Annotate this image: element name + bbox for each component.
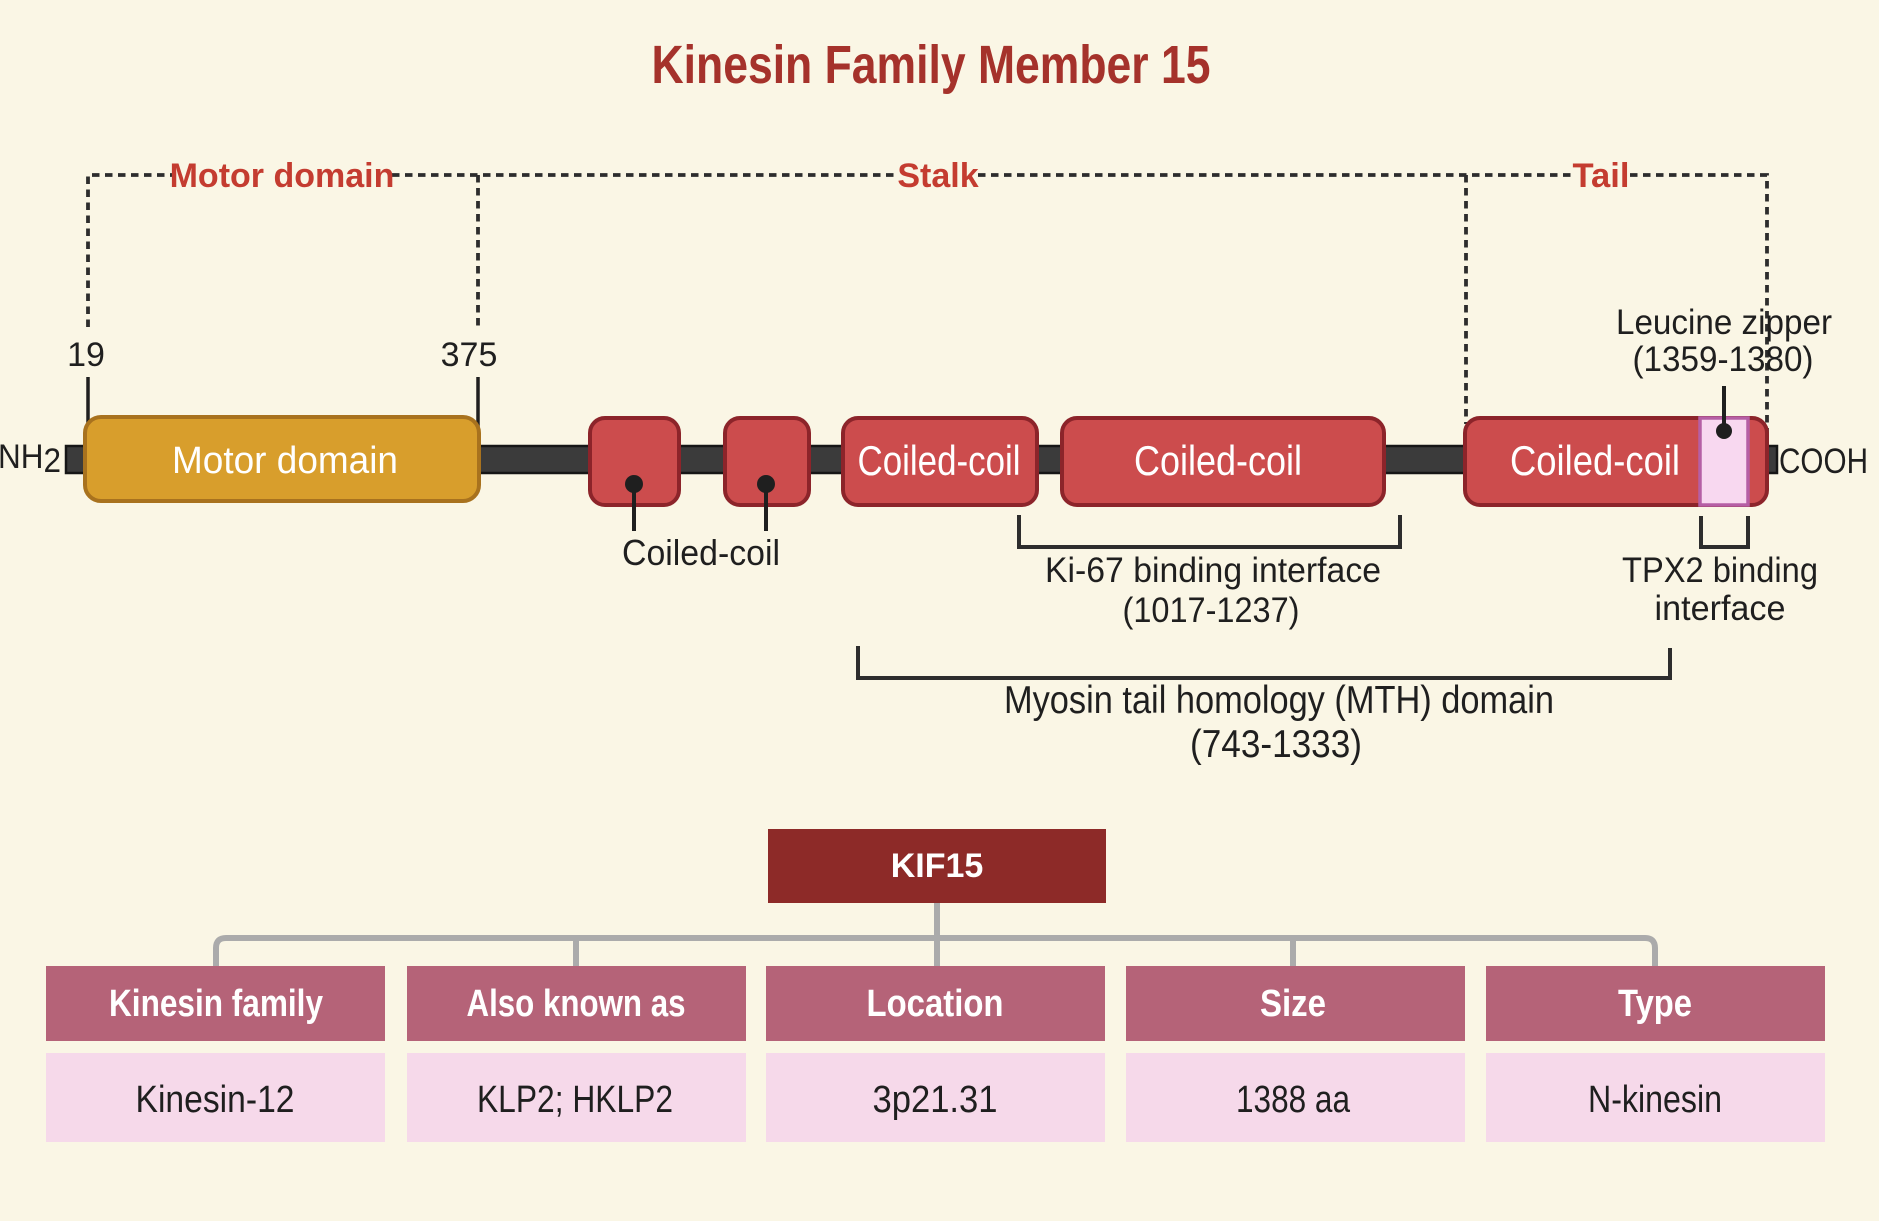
svg-text:TPX2 binding: TPX2 binding	[1622, 551, 1818, 590]
svg-text:Location: Location	[867, 983, 1004, 1025]
svg-text:Motor domain: Motor domain	[170, 157, 395, 195]
svg-text:1388 aa: 1388 aa	[1236, 1079, 1351, 1121]
svg-text:3p21.31: 3p21.31	[873, 1079, 998, 1121]
svg-text:KIF15: KIF15	[891, 847, 984, 885]
svg-text:Coiled-coil: Coiled-coil	[622, 532, 780, 573]
svg-text:Ki-67 binding interface: Ki-67 binding interface	[1045, 551, 1381, 590]
svg-text:Coiled-coil: Coiled-coil	[858, 437, 1021, 484]
svg-text:COOH: COOH	[1779, 442, 1868, 481]
svg-text:Type: Type	[1618, 983, 1692, 1025]
svg-text:N-kinesin: N-kinesin	[1588, 1079, 1722, 1121]
svg-text:interface: interface	[1655, 589, 1786, 628]
svg-text:Coiled-coil: Coiled-coil	[1510, 437, 1680, 484]
svg-text:NH2: NH2	[0, 438, 61, 480]
svg-text:375: 375	[441, 336, 498, 374]
svg-text:Kinesin Family Member 15: Kinesin Family Member 15	[652, 35, 1211, 95]
svg-text:Leucine zipper: Leucine zipper	[1616, 303, 1832, 342]
svg-text:Myosin tail homology (MTH) dom: Myosin tail homology (MTH) domain	[1004, 679, 1554, 722]
svg-text:(1017-1237): (1017-1237)	[1123, 591, 1300, 630]
svg-text:Kinesin family: Kinesin family	[109, 983, 323, 1025]
svg-text:Stalk: Stalk	[897, 157, 978, 195]
svg-text:(743-1333): (743-1333)	[1190, 723, 1362, 766]
svg-text:Coiled-coil: Coiled-coil	[1134, 437, 1302, 484]
svg-text:Kinesin-12: Kinesin-12	[136, 1079, 295, 1121]
svg-text:Tail: Tail	[1573, 157, 1630, 195]
svg-text:Also known as: Also known as	[467, 983, 686, 1025]
svg-text:(1359-1380): (1359-1380)	[1633, 340, 1814, 379]
svg-text:Motor domain: Motor domain	[172, 440, 398, 482]
svg-text:19: 19	[67, 336, 105, 374]
svg-text:KLP2; HKLP2: KLP2; HKLP2	[477, 1079, 673, 1121]
svg-text:Size: Size	[1260, 983, 1326, 1025]
